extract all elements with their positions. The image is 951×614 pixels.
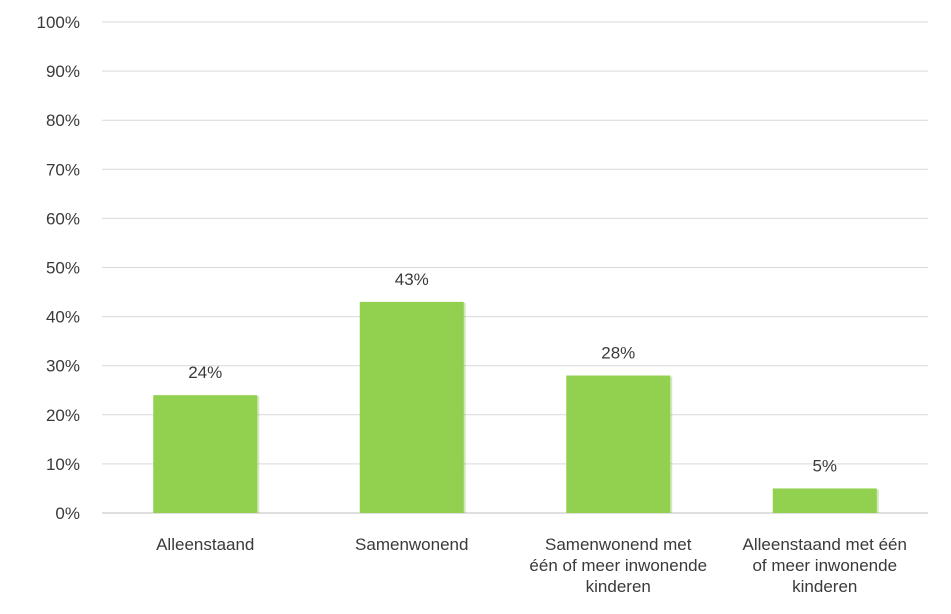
bar (153, 395, 258, 513)
y-axis-tick-labels: 0% 10% 20% 30% 40% 50% 60% 70% 80% 90% 100% (37, 13, 80, 523)
bars (153, 301, 879, 513)
category-label-line: Samenwonend (355, 535, 468, 554)
category-label: Alleenstaand (156, 535, 254, 554)
y-tick-label: 30% (46, 357, 80, 376)
y-tick-label: 50% (46, 259, 80, 278)
y-tick-label: 20% (46, 406, 80, 425)
category-labels: Alleenstaand Samenwonend Samenwonend met éé… (156, 535, 907, 596)
category-label-line: Alleenstaand (156, 535, 254, 554)
category-label-line: één of meer inwonende (529, 556, 707, 575)
category-label-line: kinderen (792, 577, 857, 596)
category-label-line: Samenwonend met (545, 535, 692, 554)
category-label-line: of meer inwonende (752, 556, 897, 575)
bar (566, 375, 671, 513)
category-label: Alleenstaand met één of meer inwonende kin… (743, 535, 907, 596)
data-label: 28% (601, 344, 635, 363)
category-label-line: kinderen (586, 577, 651, 596)
data-labels: 24% 43% 28% 5% (188, 270, 837, 476)
y-tick-label: 100% (37, 13, 80, 32)
y-tick-label: 70% (46, 160, 80, 179)
category-label-line: Alleenstaand met één (743, 535, 907, 554)
y-tick-label: 0% (55, 504, 80, 523)
bar (359, 301, 464, 513)
bar (772, 488, 877, 513)
y-tick-label: 80% (46, 111, 80, 130)
y-tick-label: 90% (46, 62, 80, 81)
category-label: Samenwonend met één of meer inwonende kind… (529, 535, 707, 596)
data-label: 24% (188, 363, 222, 382)
data-label: 43% (395, 270, 429, 289)
y-tick-label: 60% (46, 209, 80, 228)
data-label: 5% (812, 456, 837, 475)
category-label: Samenwonend (355, 535, 468, 554)
y-tick-label: 40% (46, 308, 80, 327)
y-tick-label: 10% (46, 455, 80, 474)
